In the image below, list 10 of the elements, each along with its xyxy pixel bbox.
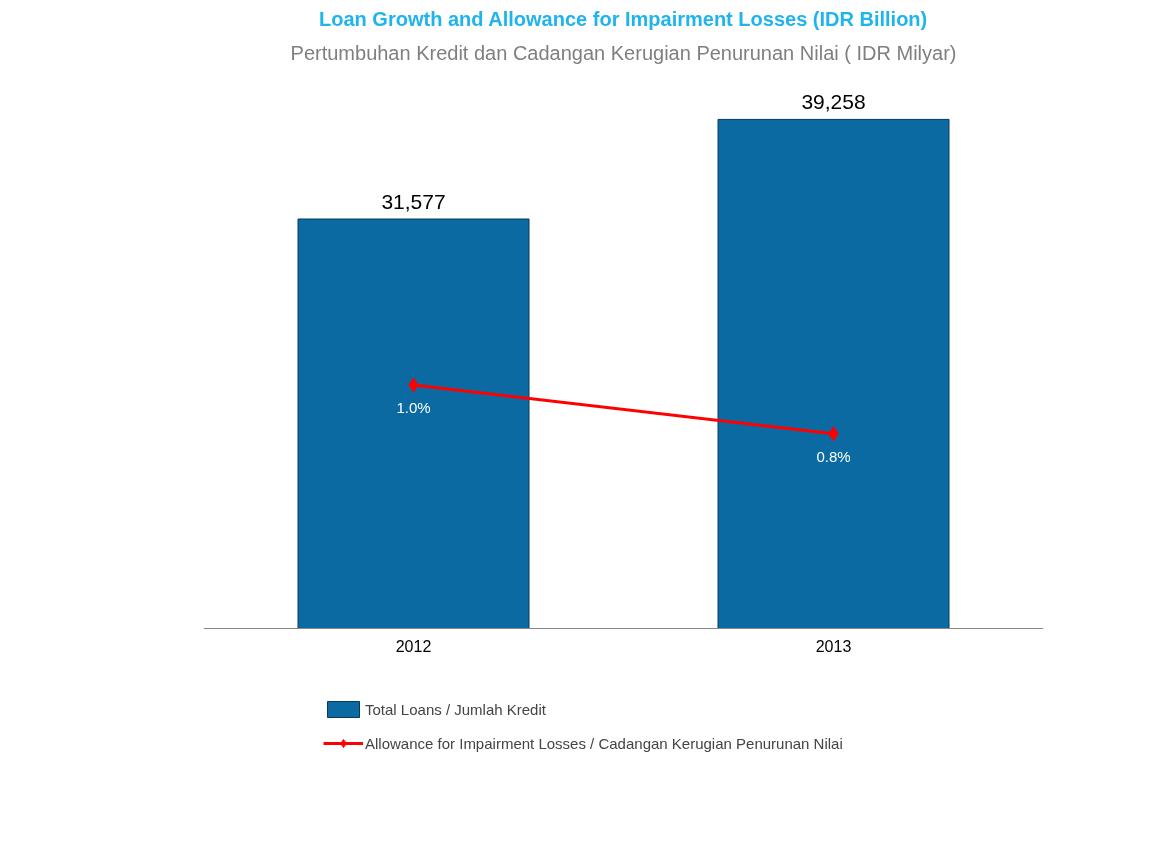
data-label: 31,577 [381,190,446,214]
data-label: 0.8% [816,447,851,465]
x-tick-label: 2013 [815,637,852,655]
chart-subtitle: Pertumbuhan Kredit dan Cadangan Kerugian Penurunan Nilai ( IDR Milyar) [290,41,957,64]
x-tick-label: 2012 [395,637,432,655]
data-label: 1.0% [396,399,431,417]
legend-label: Allowance for Impairment Losses / Cadangan Kerugian Penurunan Nilai [365,734,843,752]
chart-title: Loan Growth and Allowance for Impairment Losses (IDR Billion) [319,7,928,30]
legend-label: Total Loans / Jumlah Kredit [365,700,546,718]
data-label: 39,258 [801,90,866,114]
